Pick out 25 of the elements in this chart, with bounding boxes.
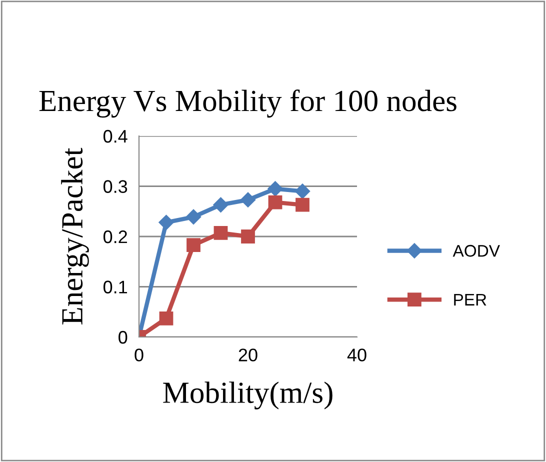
point — [241, 230, 255, 244]
legend-label: PER — [454, 294, 486, 306]
x-tick-label: 40 — [347, 348, 366, 362]
x-axis-title: Mobility(m/s) — [163, 382, 332, 410]
point — [159, 311, 174, 326]
point — [214, 226, 228, 240]
point — [268, 195, 282, 210]
chart-title: Energy Vs Mobility for 100 nodes — [39, 89, 456, 118]
x-tick-label: 0 — [134, 348, 144, 362]
y-tick-label: 0 — [118, 330, 128, 344]
y-tick-label: 0.3 — [103, 180, 128, 193]
point — [294, 184, 310, 199]
point — [158, 214, 174, 230]
y-axis-title: Energy/Packet — [61, 148, 89, 324]
y-tick-label: 0.2 — [103, 230, 127, 244]
point — [240, 192, 256, 208]
y-tick-label: 0.1 — [103, 280, 128, 294]
point — [268, 181, 283, 196]
point — [296, 198, 310, 212]
y-tick-label: 0.4 — [103, 130, 128, 143]
x-tick-label: 20 — [238, 348, 258, 362]
legend-label: AODV — [452, 244, 500, 257]
point — [213, 197, 228, 212]
point — [186, 209, 202, 224]
point — [186, 238, 200, 252]
